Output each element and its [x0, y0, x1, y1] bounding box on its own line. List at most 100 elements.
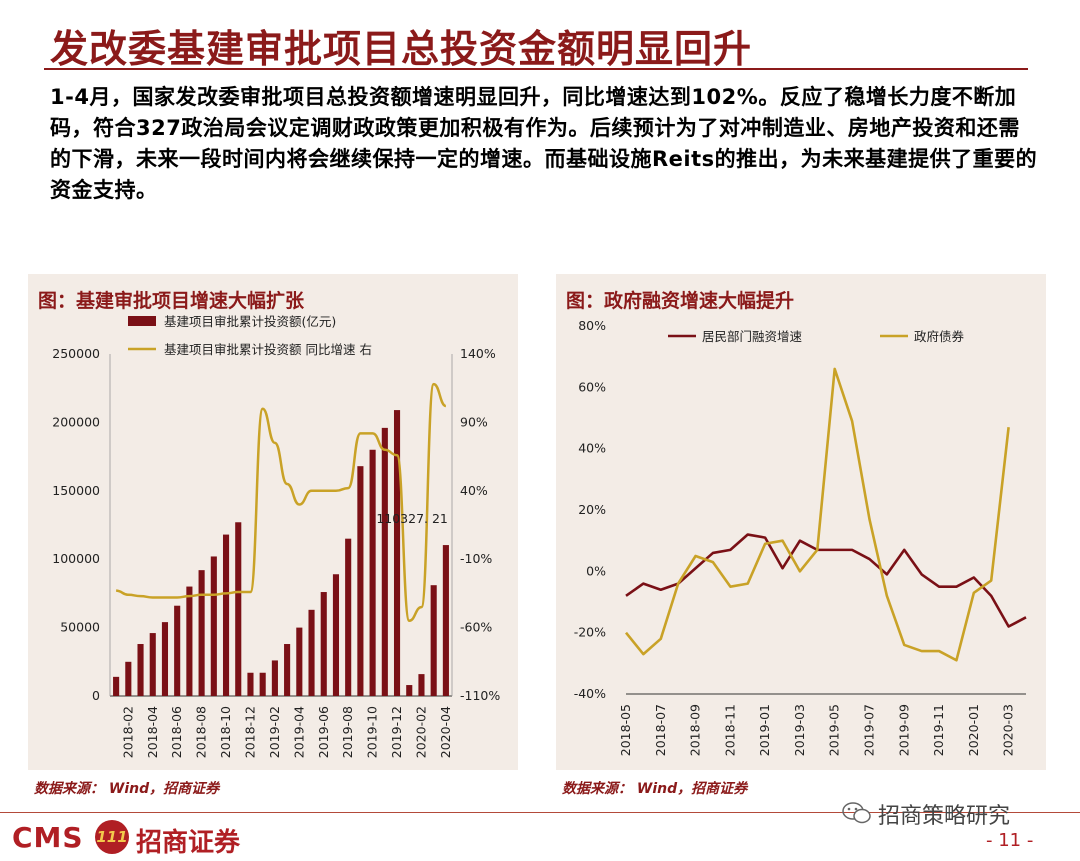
bar — [113, 676, 120, 696]
y-tick-label: 80% — [578, 318, 606, 333]
y-tick-label: 60% — [578, 379, 606, 394]
x-tick-label: 2020-01 — [966, 704, 981, 756]
x-tick-label: 2019-05 — [827, 704, 842, 756]
y-left-tick-label: 0 — [92, 688, 100, 703]
left-chart-svg: 0 50000 100000 150000 200000 250000 140% 90% 40%… — [52, 314, 500, 758]
y-left-tick-label: 150000 — [52, 483, 100, 498]
x-tick-label: 2019-04 — [291, 706, 306, 758]
y-tick-label: 20% — [578, 502, 606, 517]
bar — [174, 605, 181, 696]
bar — [442, 545, 449, 696]
y-tick-label: 0% — [586, 563, 606, 578]
x-tick-label: 2018-06 — [169, 706, 184, 758]
x-tick-label: 2019-02 — [267, 706, 282, 758]
bar — [320, 592, 327, 696]
bar — [247, 672, 254, 696]
right-chart-svg: 80% 60% 40% 20% 0% -20% -40% 2018-05 2018-07 2018… — [574, 318, 1027, 756]
bar — [296, 627, 303, 696]
footer-divider — [0, 812, 1080, 813]
bar — [161, 622, 169, 696]
title-divider — [44, 68, 1028, 70]
page-number: - 11 - — [986, 830, 1034, 851]
x-tick-label: 2018-07 — [653, 704, 668, 756]
y-right-tick-label: -60% — [460, 620, 492, 635]
right-chart-panel: 图：政府融资增速大幅提升 80% 60% 40% 20% 0% -20% -40% 2018-… — [556, 274, 1046, 770]
x-tick-label: 2018-09 — [688, 704, 703, 756]
bar — [210, 556, 217, 696]
growth-line — [116, 382, 447, 623]
y-right-tick-label: 40% — [460, 483, 488, 498]
bar — [308, 609, 315, 696]
logo-cms: CMS — [12, 821, 84, 854]
bar — [125, 661, 132, 696]
legend-label: 政府债券 — [914, 329, 965, 344]
page-title: 发改委基建审批项目总投资金额明显回升 — [50, 27, 753, 71]
x-tick-label: 2020-02 — [413, 706, 428, 758]
logo-chinese: 招商证券 — [136, 828, 241, 858]
bar — [393, 410, 401, 696]
x-tick-label: 2019-03 — [792, 704, 807, 756]
x-tick-label: 2018-08 — [194, 706, 209, 758]
bar — [222, 534, 230, 696]
y-right-tick-label: 140% — [460, 346, 496, 361]
y-left-tick-label: 50000 — [60, 620, 100, 635]
x-tick-label: 2018-02 — [120, 706, 135, 758]
x-tick-label: 2020-03 — [1001, 704, 1016, 756]
summary-paragraph: 1-4月，国家发改委审批项目总投资额增速明显回升，同比增速达到102%。反应了稳… — [50, 85, 1038, 202]
y-left-tick-label: 100000 — [52, 551, 100, 566]
legend-label: 居民部门融资增速 — [702, 329, 803, 344]
bar — [186, 586, 193, 696]
x-tick-label: 2019-07 — [861, 704, 876, 756]
bar — [369, 449, 376, 696]
bar — [430, 585, 437, 696]
x-tick-label: 2019-06 — [316, 706, 331, 758]
bar — [332, 574, 340, 696]
left-chart-title: 图：基建审批项目增速大幅扩张 — [38, 290, 305, 312]
bar — [198, 570, 205, 696]
bar — [418, 674, 425, 696]
right-chart-source: 数据来源： Wind，招商证券 — [562, 781, 748, 797]
x-tick-label: 2020-04 — [438, 706, 453, 758]
right-chart-title: 图：政府融资增速大幅提升 — [566, 290, 795, 312]
x-tick-label: 2018-10 — [218, 706, 233, 758]
y-left-tick-label: 250000 — [52, 346, 100, 361]
bar — [284, 644, 291, 696]
bar — [381, 427, 388, 696]
bar — [259, 672, 266, 696]
bar — [357, 466, 364, 696]
x-tick-label: 2019-01 — [757, 704, 772, 756]
y-right-tick-label: -10% — [460, 551, 492, 566]
left-chart-source: 数据来源： Wind，招商证券 — [34, 781, 220, 797]
legend-bar-swatch — [128, 316, 156, 326]
y-left-tick-label: 200000 — [52, 414, 100, 429]
legend-bar-label: 基建项目审批累计投资额(亿元) — [164, 314, 336, 329]
x-tick-label: 2018-04 — [145, 706, 160, 758]
bar — [235, 522, 242, 696]
legend-line-label: 基建项目审批累计投资额 同比增速 右 — [164, 342, 372, 357]
y-tick-label: 40% — [578, 441, 606, 456]
x-tick-label: 2019-11 — [931, 704, 946, 756]
y-right-tick-label: -110% — [460, 688, 500, 703]
x-tick-label: 2019-10 — [365, 706, 380, 758]
series-line — [624, 367, 1010, 662]
data-label: 110327. 21 — [376, 511, 448, 526]
logo-badge-icon: 111 — [95, 820, 129, 854]
y-tick-label: -40% — [574, 686, 606, 701]
x-tick-label: 2018-12 — [242, 706, 257, 758]
x-tick-label: 2018-11 — [722, 704, 737, 756]
x-tick-label: 2019-09 — [896, 704, 911, 756]
x-tick-label: 2018-05 — [618, 704, 633, 756]
y-tick-label: -20% — [574, 625, 606, 640]
wechat-icon — [842, 802, 871, 824]
series-line — [625, 533, 1027, 628]
y-right-tick-label: 90% — [460, 414, 488, 429]
bar — [345, 538, 352, 696]
x-tick-label: 2019-08 — [340, 706, 355, 758]
bar — [271, 660, 278, 696]
wechat-account: 招商策略研究 — [878, 804, 1011, 829]
bar — [149, 633, 156, 696]
bar — [137, 644, 144, 696]
bar — [406, 685, 413, 696]
left-chart-panel: 图：基建审批项目增速大幅扩张 0 50000 100000 150000 200000 2… — [28, 274, 518, 770]
x-tick-label: 2019-12 — [389, 706, 404, 758]
